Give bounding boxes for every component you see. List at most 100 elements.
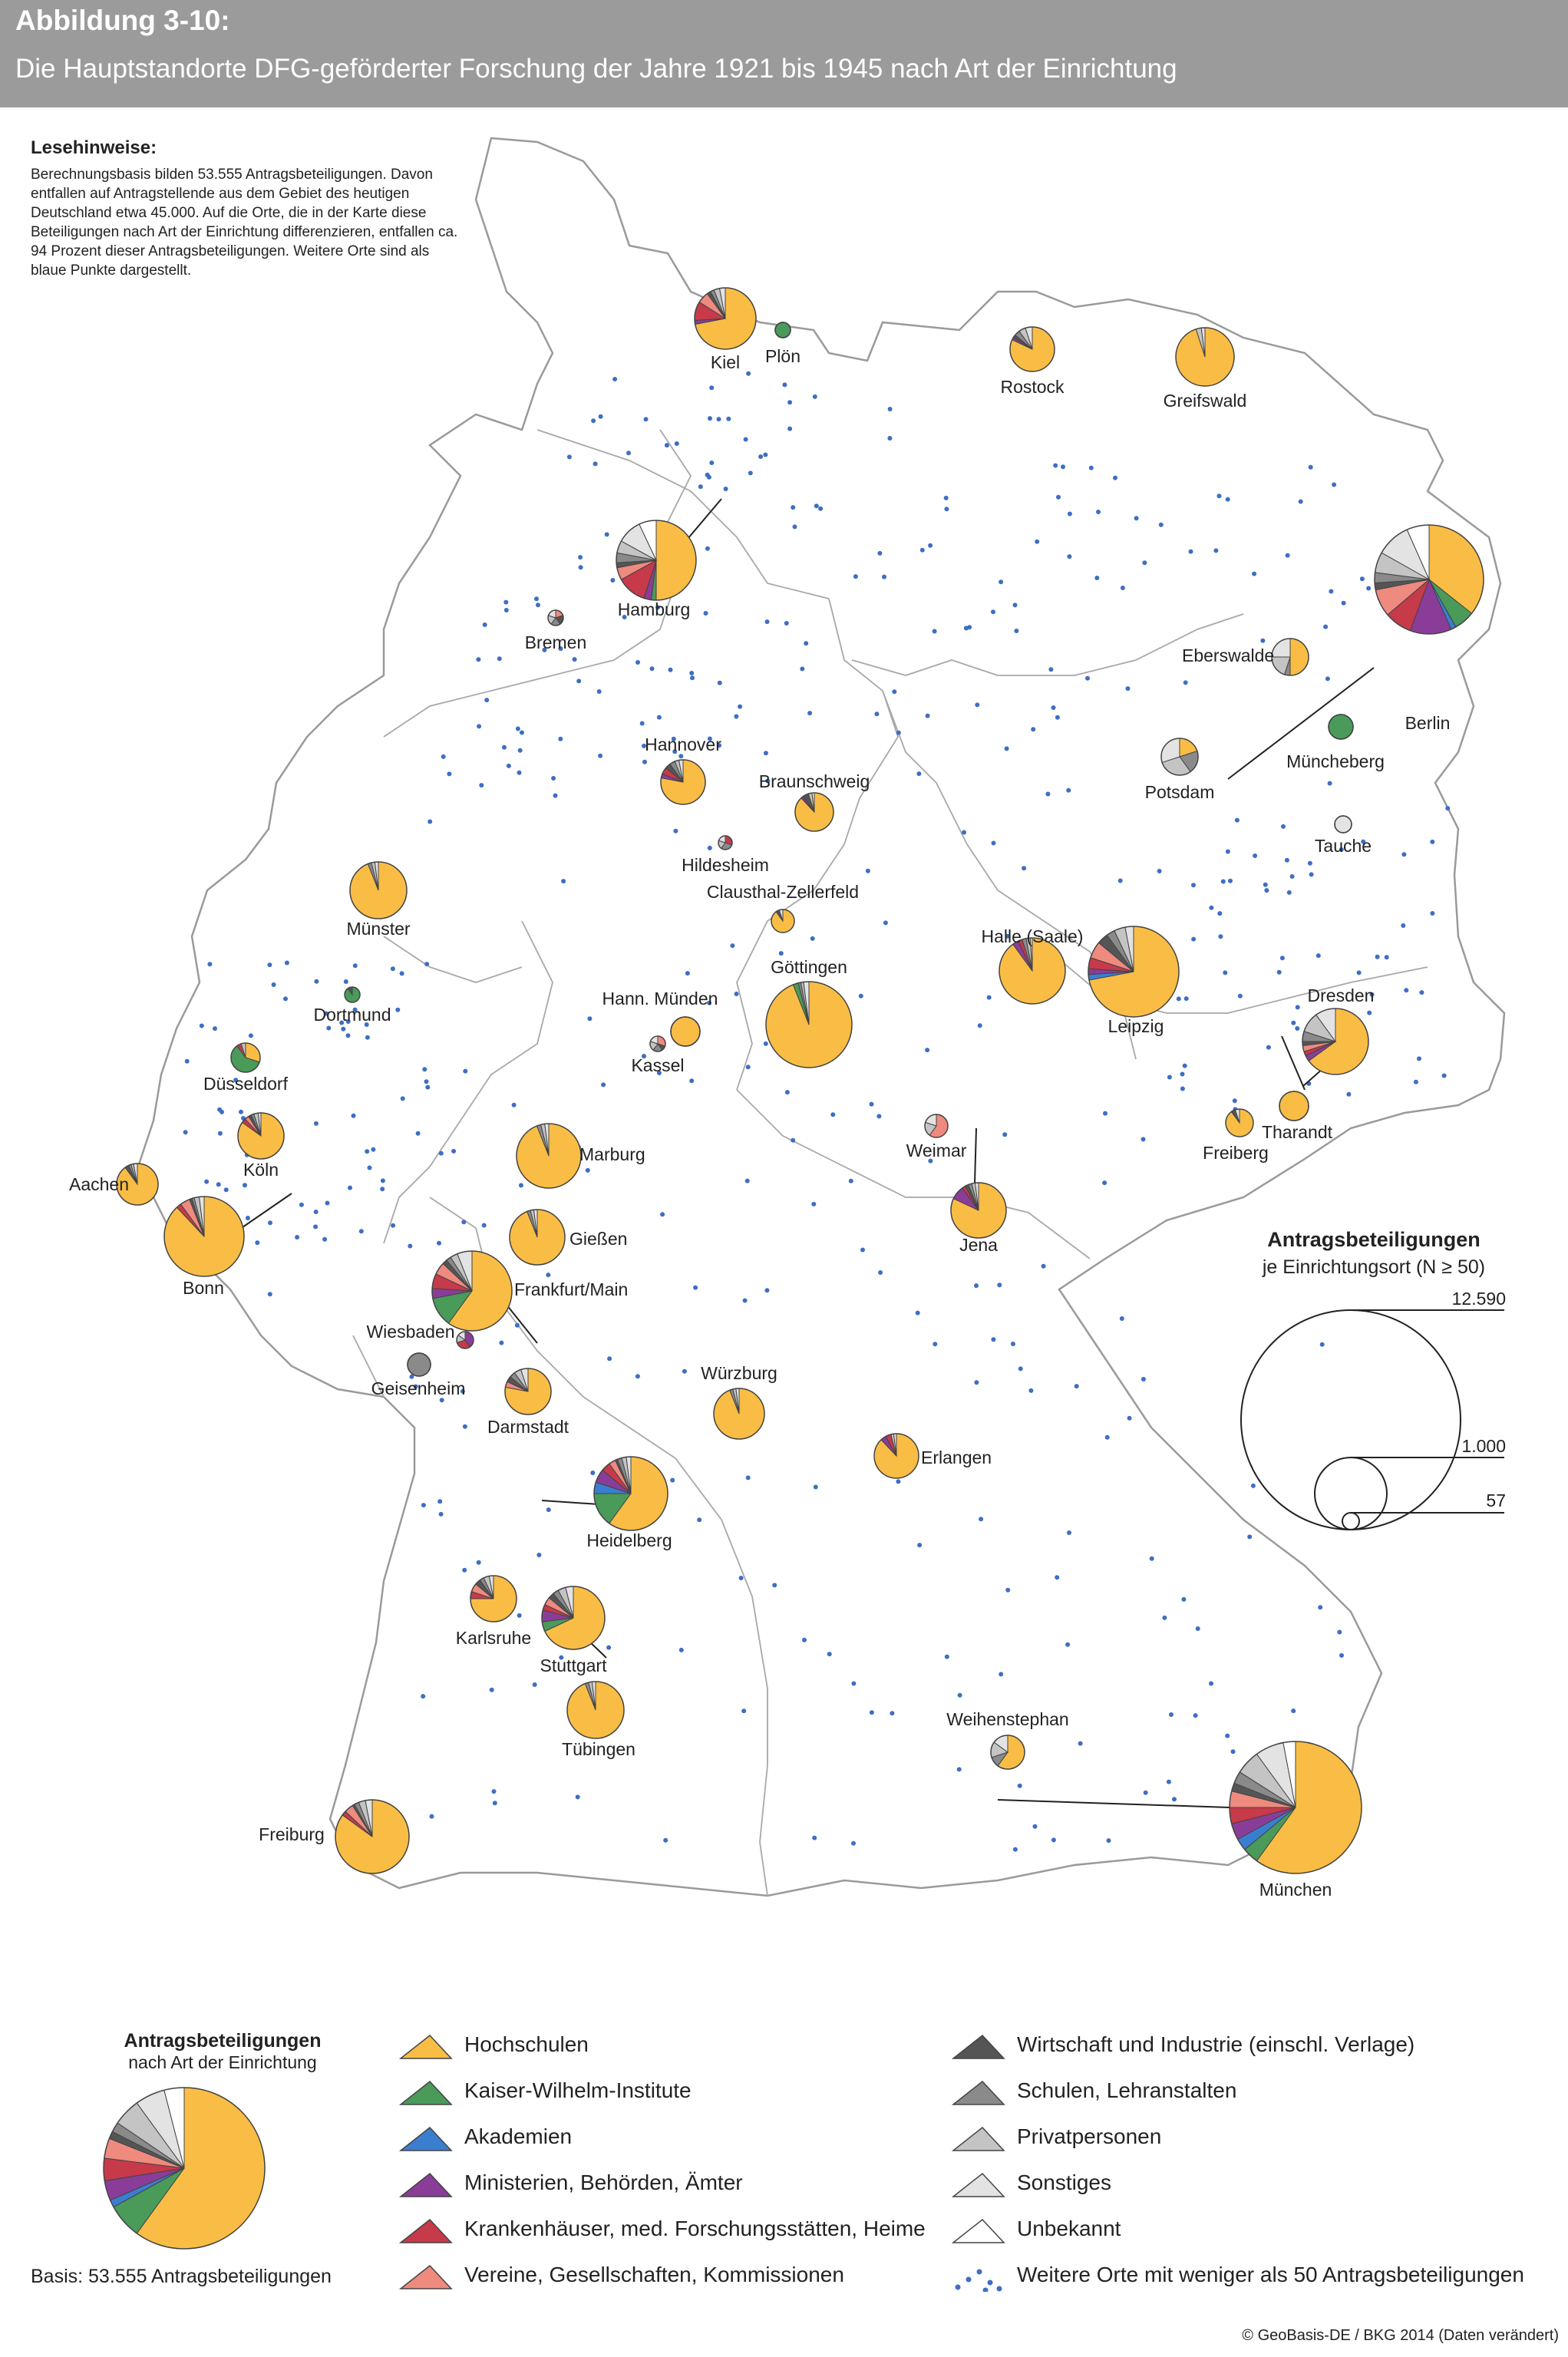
- overall-pie-shape: [103, 2087, 266, 2250]
- minor-location-dot: [1051, 705, 1056, 710]
- legend-swatch-privat: [951, 2126, 1005, 2156]
- pie-münster: [349, 861, 408, 919]
- minor-location-dot: [409, 1374, 414, 1379]
- minor-location-dot: [400, 1096, 405, 1101]
- leader-line: [1281, 1035, 1306, 1091]
- size-legend-value-small: 57: [1486, 1490, 1506, 1510]
- minor-location-dot: [804, 641, 809, 646]
- minor-location-dot: [575, 1794, 580, 1800]
- minor-location-dot: [682, 1368, 687, 1374]
- minor-location-dot: [437, 1499, 443, 1504]
- minor-location-dot: [1018, 1366, 1023, 1372]
- city-label-leipzig: Leipzig: [1108, 1016, 1164, 1036]
- minor-location-dot: [546, 1273, 551, 1278]
- minor-location-dot: [1325, 676, 1330, 682]
- minor-location-dot: [1048, 667, 1054, 672]
- minor-location-dot: [1056, 494, 1061, 500]
- minor-location-dot: [1067, 554, 1072, 560]
- minor-location-dot: [314, 979, 319, 984]
- minor-location-dot: [635, 660, 640, 665]
- city-label-braunschweig: Braunschweig: [759, 771, 870, 791]
- minor-location-dot: [1113, 475, 1117, 480]
- minor-location-dot: [791, 505, 796, 510]
- minor-location-dot: [481, 1223, 487, 1228]
- minor-location-dot: [674, 441, 679, 446]
- minor-location-dot: [1359, 576, 1365, 582]
- minor-location-dot: [248, 1033, 253, 1038]
- minor-location-dot: [1308, 464, 1313, 470]
- minor-location-dot: [576, 678, 582, 684]
- minor-location-dot: [1032, 1824, 1038, 1829]
- legend-swatch-ministerien: [398, 2172, 453, 2202]
- minor-location-dot: [598, 414, 603, 419]
- pie-braunschweig: [794, 792, 834, 832]
- city-label-aachen: Aachen: [69, 1174, 129, 1194]
- minor-location-dot: [1125, 686, 1131, 692]
- minor-location-dot: [1337, 1629, 1342, 1635]
- minor-location-dot: [365, 1035, 370, 1040]
- minor-location-dot: [764, 619, 770, 625]
- pie-halle-saale: [999, 937, 1066, 1005]
- minor-location-dot: [1228, 878, 1233, 883]
- minor-location-dot: [255, 1240, 260, 1246]
- minor-location-dot: [656, 1071, 662, 1075]
- minor-location-dot: [800, 666, 805, 672]
- minor-location-dot: [207, 962, 213, 967]
- minor-location-dot: [782, 382, 787, 388]
- minor-location-dot: [216, 1182, 221, 1187]
- minor-location-dot: [610, 578, 616, 583]
- minor-location-dot: [1143, 1790, 1148, 1795]
- legend-label-ministerien: Ministerien, Behörden, Ämter: [464, 2170, 743, 2194]
- minor-location-dot: [283, 996, 288, 1002]
- minor-location-dot: [1279, 956, 1285, 961]
- city-label-düsseldorf: Düsseldorf: [203, 1074, 289, 1094]
- minor-location-dot: [664, 443, 669, 448]
- minor-location-dot: [717, 743, 721, 748]
- minor-location-dot: [1035, 539, 1040, 544]
- minor-location-dot: [672, 749, 678, 754]
- minor-location-dot: [977, 1023, 982, 1028]
- figure-label: Abbildung 3-10:: [15, 5, 230, 36]
- minor-location-dot: [313, 1121, 319, 1126]
- minor-location-dot: [746, 371, 751, 376]
- minor-location-dot: [341, 1026, 346, 1032]
- minor-location-dot: [1014, 629, 1019, 633]
- minor-location-dot: [365, 1149, 370, 1154]
- city-label-freiburg: Freiburg: [259, 1824, 325, 1844]
- pie-clausthal-zellerfeld: [771, 909, 795, 933]
- minor-location-dot: [643, 417, 649, 422]
- minor-location-dot: [1149, 1556, 1154, 1561]
- legend-label-sonstiges: Sonstiges: [1017, 2170, 1111, 2194]
- city-label-weihenstephan: Weihenstephan: [946, 1709, 1068, 1729]
- minor-location-dot: [1361, 839, 1366, 844]
- minor-location-dot: [1088, 465, 1094, 470]
- minor-location-dot: [1218, 934, 1223, 939]
- minor-location-dot: [1002, 1132, 1008, 1137]
- pie-weihenstephan: [990, 1735, 1025, 1770]
- minor-location-dot: [858, 993, 863, 999]
- minor-location-dot: [367, 1165, 372, 1170]
- pie-potsdam: [1160, 738, 1199, 776]
- minor-location-dot: [673, 828, 678, 834]
- minor-location-dot: [607, 1356, 612, 1362]
- pie-dortmund: [344, 986, 361, 1003]
- minor-location-dot: [1183, 996, 1189, 1002]
- minor-location-dot: [520, 730, 524, 735]
- minor-location-dot: [1339, 847, 1344, 852]
- legend-label-unbekannt: Unbekannt: [1017, 2217, 1121, 2240]
- pie-erlangen: [873, 1433, 919, 1479]
- legend-label-kwi: Kaiser-Wilhelm-Institute: [464, 2078, 692, 2102]
- minor-location-dot: [532, 1682, 537, 1687]
- size-legend-circle-large: [1240, 1309, 1461, 1530]
- minor-location-dot: [723, 487, 728, 491]
- minor-location-dot: [745, 1475, 751, 1481]
- pie-tübingen: [566, 1681, 625, 1739]
- minor-location-dot: [1041, 1263, 1046, 1269]
- minor-location-dot: [807, 711, 813, 716]
- minor-location-dot: [1067, 511, 1072, 517]
- minor-location-dot: [974, 1380, 979, 1385]
- minor-location-dot: [213, 1026, 217, 1032]
- minor-location-dot: [663, 1837, 668, 1843]
- minor-location-dot: [593, 461, 598, 467]
- minor-location-dot: [460, 1388, 465, 1394]
